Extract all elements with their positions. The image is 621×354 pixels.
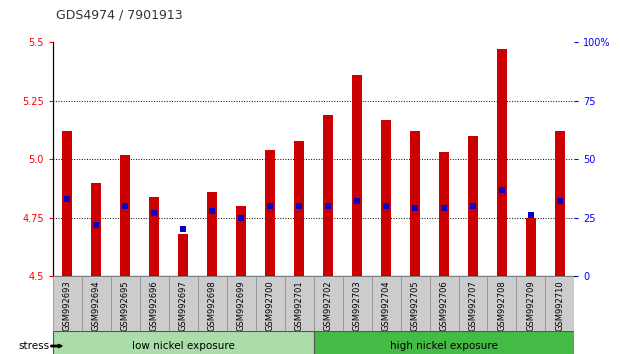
Bar: [323, 115, 333, 276]
Bar: [149, 197, 159, 276]
Text: GSM992707: GSM992707: [468, 280, 478, 331]
Bar: [227, 276, 256, 331]
Text: GDS4974 / 7901913: GDS4974 / 7901913: [56, 8, 183, 21]
Bar: [209, 208, 215, 213]
Text: GSM992706: GSM992706: [440, 280, 448, 331]
Bar: [343, 276, 371, 331]
Text: GSM992697: GSM992697: [179, 280, 188, 331]
Text: GSM992695: GSM992695: [120, 280, 130, 331]
Bar: [371, 276, 401, 331]
Bar: [111, 276, 140, 331]
Bar: [53, 331, 314, 354]
Text: GSM992704: GSM992704: [381, 280, 391, 331]
Bar: [236, 206, 247, 276]
Bar: [140, 276, 169, 331]
Bar: [256, 276, 284, 331]
Text: stress: stress: [19, 341, 50, 351]
Bar: [497, 50, 507, 276]
Text: GSM992693: GSM992693: [63, 280, 72, 331]
Bar: [487, 276, 517, 331]
Bar: [555, 131, 565, 276]
Bar: [62, 131, 72, 276]
Bar: [517, 276, 545, 331]
Bar: [238, 215, 244, 221]
Bar: [314, 276, 343, 331]
Bar: [53, 276, 82, 331]
Text: GSM992699: GSM992699: [237, 280, 246, 331]
Bar: [526, 218, 536, 276]
Text: GSM992702: GSM992702: [324, 280, 333, 331]
Bar: [294, 141, 304, 276]
Bar: [381, 120, 391, 276]
Text: GSM992705: GSM992705: [410, 280, 420, 331]
Bar: [458, 276, 487, 331]
Text: GSM992701: GSM992701: [294, 280, 304, 331]
Bar: [401, 276, 430, 331]
Bar: [499, 187, 505, 193]
Text: high nickel exposure: high nickel exposure: [390, 341, 498, 351]
Text: GSM992694: GSM992694: [92, 280, 101, 331]
Bar: [122, 203, 128, 209]
Bar: [352, 75, 362, 276]
Bar: [207, 192, 217, 276]
Bar: [355, 199, 360, 204]
Bar: [197, 276, 227, 331]
Text: GSM992709: GSM992709: [527, 280, 535, 331]
Bar: [325, 203, 331, 209]
Bar: [468, 136, 478, 276]
Text: GSM992696: GSM992696: [150, 280, 159, 331]
Text: low nickel exposure: low nickel exposure: [132, 341, 235, 351]
Bar: [169, 276, 197, 331]
Bar: [383, 203, 389, 209]
Bar: [91, 183, 101, 276]
Bar: [557, 199, 563, 204]
Bar: [94, 222, 99, 228]
Bar: [152, 210, 157, 216]
Bar: [470, 203, 476, 209]
Bar: [181, 227, 186, 232]
Bar: [314, 331, 574, 354]
Bar: [439, 152, 449, 276]
Bar: [82, 276, 111, 331]
Bar: [268, 203, 273, 209]
Bar: [120, 155, 130, 276]
Bar: [528, 212, 533, 218]
Bar: [178, 234, 188, 276]
Text: GSM992710: GSM992710: [555, 280, 564, 331]
Bar: [265, 150, 275, 276]
Bar: [430, 276, 458, 331]
Text: GSM992708: GSM992708: [497, 280, 507, 331]
Text: GSM992703: GSM992703: [353, 280, 361, 331]
Bar: [410, 131, 420, 276]
Text: GSM992700: GSM992700: [266, 280, 274, 331]
Bar: [412, 205, 418, 211]
Text: GSM992698: GSM992698: [207, 280, 217, 331]
Bar: [296, 203, 302, 209]
Bar: [284, 276, 314, 331]
Bar: [545, 276, 574, 331]
Bar: [65, 196, 70, 202]
Bar: [442, 205, 446, 211]
